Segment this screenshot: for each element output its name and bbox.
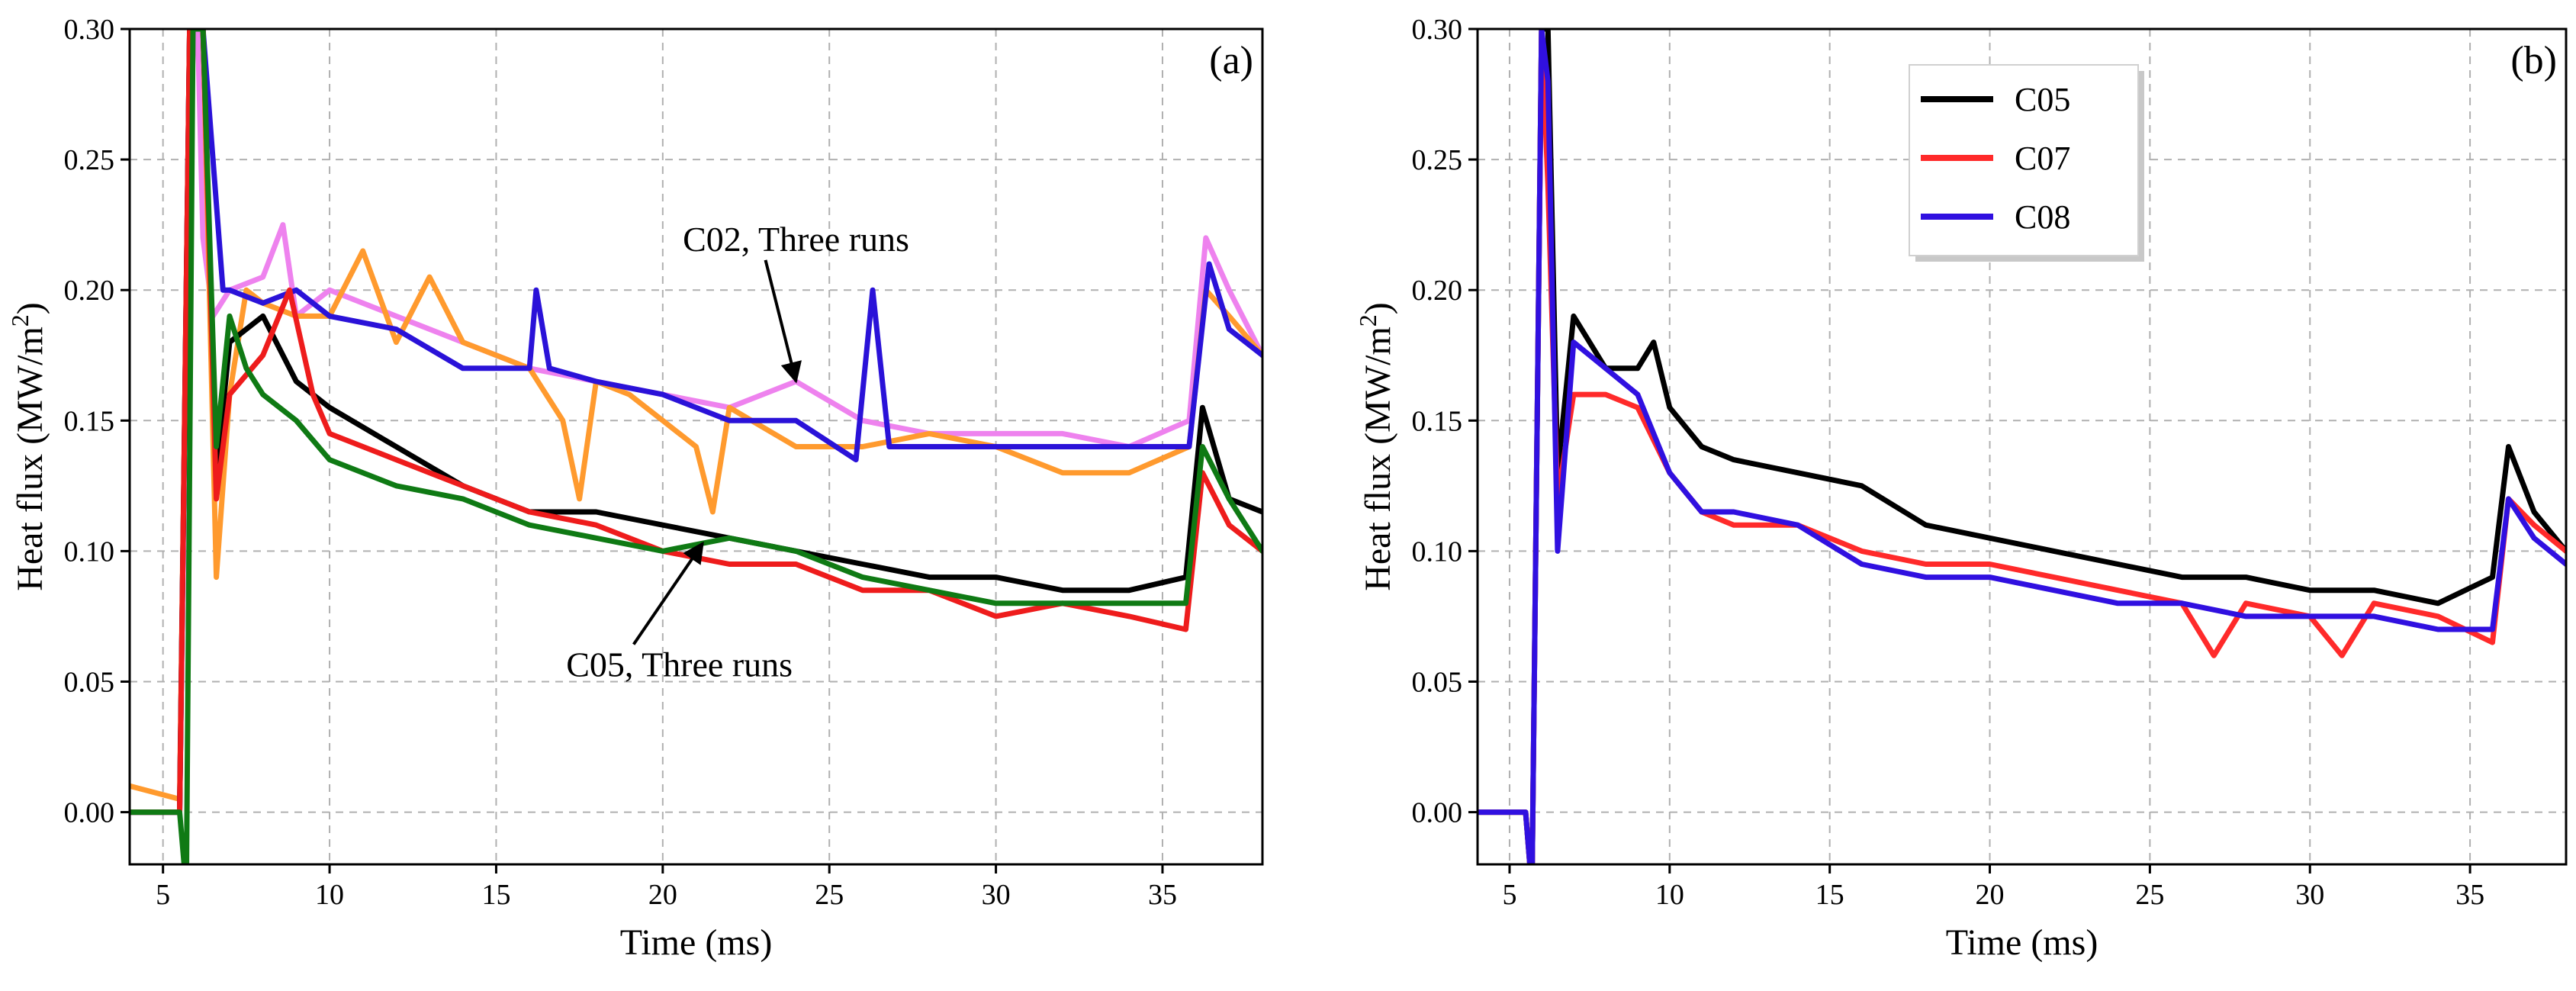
x-tick-label: 35	[2455, 879, 2484, 911]
series-line-c02-run-3	[130, 29, 1262, 816]
panel-b-y-axis-label-sup: 2	[1354, 314, 1381, 327]
panel-a-y-axis-label-close: )	[10, 302, 50, 314]
annotation-label: C02, Three runs	[683, 220, 909, 259]
y-tick-label: 0.00	[1412, 797, 1463, 829]
panel-b-y-ticks: 0.00 0.05 0.10 0.15 0.20 0.25 0.30	[1412, 14, 1478, 829]
y-tick-label: 0.10	[1412, 536, 1463, 568]
x-tick-label: 5	[1502, 879, 1516, 911]
y-tick-label: 0.25	[64, 144, 115, 176]
panel-a: 5 10 15 20 25 30 35 0.000.050.100.150.200.250.…	[6, 14, 1264, 963]
y-tick-label: 0.00	[64, 797, 115, 829]
annotation-arrow	[632, 541, 704, 645]
panel-b-y-axis-label-main: Heat flux (MW/m	[1358, 327, 1398, 591]
x-tick-label: 20	[1976, 879, 2005, 911]
series-line-c05-run-2	[130, 29, 1262, 816]
y-tick-label: 0.25	[1412, 144, 1463, 176]
y-tick-label: 0.30	[1412, 14, 1463, 46]
panel-b-x-ticks: 5 10 15 20 25 30 35	[1502, 864, 2484, 911]
series-line-c05-run-3	[130, 29, 1262, 864]
y-tick-label: 0.15	[1412, 405, 1463, 437]
panel-a-annotations: C02, Three runs C05, Three runs	[566, 220, 909, 684]
panel-b-frame	[1476, 27, 2568, 866]
x-tick-label: 10	[315, 879, 344, 911]
x-tick-label: 15	[1815, 879, 1844, 911]
legend-label: C07	[2015, 140, 2070, 177]
y-tick-label: 0.20	[64, 275, 115, 307]
panel-a-y-axis-label-sup: 2	[6, 314, 34, 327]
x-tick-label: 35	[1148, 879, 1177, 911]
panel-b-x-axis-label: Time (ms)	[1946, 922, 2098, 963]
series-line-c08	[1478, 29, 2566, 864]
annotation-label: C05, Three runs	[566, 645, 793, 684]
legend-label: C08	[2015, 198, 2070, 236]
panel-a-x-ticks: 5 10 15 20 25 30 35	[156, 864, 1177, 911]
panel-b: 5 10 15 20 25 30 35 0.000.050.100.150.200.250.…	[1354, 14, 2568, 963]
x-tick-label: 25	[2135, 879, 2164, 911]
panel-b-series	[1478, 29, 2566, 864]
x-tick-label: 15	[481, 879, 510, 911]
x-tick-label: 5	[156, 879, 170, 911]
x-tick-label: 25	[815, 879, 844, 911]
y-tick-label: 0.10	[64, 536, 115, 568]
panel-b-legend: C05 C07 C08	[1909, 64, 2144, 262]
annotation-arrow	[764, 259, 802, 384]
y-tick-label: 0.05	[64, 666, 115, 698]
x-tick-label: 10	[1655, 879, 1684, 911]
panel-a-y-axis-label-main: Heat flux (MW/m	[10, 327, 50, 591]
panel-a-series	[130, 29, 1262, 864]
panel-b-tag: (b)	[2510, 39, 2557, 82]
legend-label: C05	[2015, 81, 2070, 118]
panel-a-y-axis-label: Heat flux (MW/m2)	[6, 302, 50, 591]
y-tick-label: 0.20	[1412, 275, 1463, 307]
y-tick-label: 0.15	[64, 405, 115, 437]
x-tick-label: 30	[982, 879, 1011, 911]
panel-a-frame	[128, 27, 1264, 866]
y-tick-label: 0.30	[64, 14, 115, 46]
panel-a-x-axis-label: Time (ms)	[620, 922, 773, 963]
x-tick-label: 20	[648, 879, 677, 911]
panel-b-y-axis-label-close: )	[1358, 302, 1398, 314]
panel-a-tag: (a)	[1209, 39, 1253, 82]
panel-b-y-axis-label: Heat flux (MW/m2)	[1354, 302, 1398, 591]
y-tick-label: 0.05	[1412, 666, 1463, 698]
x-tick-label: 30	[2295, 879, 2324, 911]
panel-a-y-ticks: 0.00 0.05 0.10 0.15 0.20 0.25 0.30	[64, 14, 130, 829]
series-line-c02-run-2	[130, 29, 1262, 802]
